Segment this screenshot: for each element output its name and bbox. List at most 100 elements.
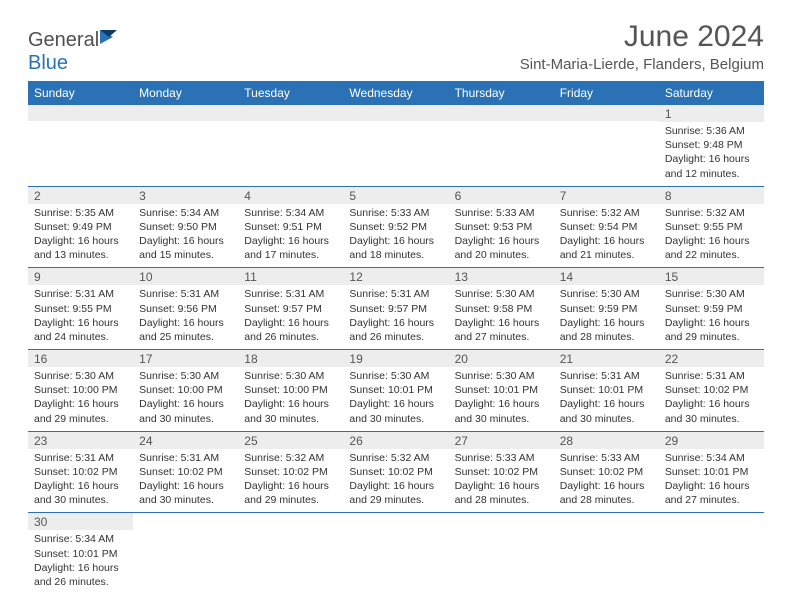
day-cell: 27 Sunrise: 5:33 AMSunset: 10:02 PMDaylig… (449, 431, 554, 513)
sun-info: Sunrise: 5:30 AMSunset: 10:00 PMDaylight… (139, 369, 232, 426)
day-cell: 4Sunrise: 5:34 AMSunset: 9:51 PMDaylight… (238, 186, 343, 268)
day-cell: 29Sunrise: 5:34 AMSunset: 10:01 PMDaylig… (659, 431, 764, 513)
sun-info: Sunrise: 5:33 AMSunset: 9:53 PMDaylight:… (455, 206, 548, 263)
day-number: 4 (238, 187, 343, 204)
sun-info: Sunrise: 5:31 AMSunset: 9:56 PMDaylight:… (139, 287, 232, 344)
day-number: 26 (343, 432, 448, 449)
day-cell: 2 Sunrise: 5:35 AMSunset: 9:49 PMDaylight… (28, 186, 133, 268)
weekday-header: Wednesday (343, 81, 448, 105)
day-cell: 13Sunrise: 5:30 AMSunset: 9:58 PMDayligh… (449, 268, 554, 350)
day-cell: 14 Sunrise: 5:30 AMSunset: 9:59 PMDayligh… (554, 268, 659, 350)
empty-cell (133, 105, 238, 186)
day-number: 12 (343, 268, 448, 285)
day-cell: 25 Sunrise: 5:32 AMSunset: 10:02 PMDaylig… (238, 431, 343, 513)
calendar-row: 16Sunrise: 5:30 AMSunset: 10:00 PMDaylig… (28, 350, 764, 432)
day-number: 9 (28, 268, 133, 285)
day-cell: 23Sunrise: 5:31 AMSunset: 10:02 PMDaylig… (28, 431, 133, 513)
empty-cell (133, 513, 238, 594)
calendar-row: 23 Sunrise: 5:31 AMSunset: 10:02 PMDaylig… (28, 431, 764, 513)
sun-info: Sunrise: 5:31 AMSunset: 9:55 PMDaylight:… (34, 287, 127, 344)
day-number: 7 (554, 187, 659, 204)
day-cell: 6 Sunrise: 5:33 AMSunset: 9:53 PMDaylight… (449, 186, 554, 268)
sun-info: Sunrise: 5:35 AMSunset: 9:49 PMDaylight:… (34, 206, 127, 263)
day-number: 3 (133, 187, 238, 204)
day-number: 21 (554, 350, 659, 367)
month-title: June 2024 (520, 20, 764, 54)
sun-info: Sunrise: 5:32 AMSunset: 9:55 PMDaylight:… (665, 206, 758, 263)
day-cell: 10Sunrise: 5:31 AMSunset: 9:56 PMDayligh… (133, 268, 238, 350)
day-cell: 5Sunrise: 5:33 AMSunset: 9:52 PMDaylight… (343, 186, 448, 268)
logo-text-blue: Blue (28, 52, 68, 74)
weekday-header: Saturday (659, 81, 764, 105)
sun-info: Sunrise: 5:33 AMSunset: 9:52 PMDaylight:… (349, 206, 442, 263)
empty-cell (554, 513, 659, 594)
weekday-header: Friday (554, 81, 659, 105)
sun-info: Sunrise: 5:33 AMSunset: 10:02 PMDaylight… (560, 451, 653, 508)
weekday-header: Thursday (449, 81, 554, 105)
sun-info: Sunrise: 5:36 AMSunset: 9:48 PMDaylight:… (665, 124, 758, 181)
empty-cell (28, 105, 133, 186)
day-number: 6 (449, 187, 554, 204)
day-number: 27 (449, 432, 554, 449)
day-number: 30 (28, 513, 133, 530)
day-number: 25 (238, 432, 343, 449)
day-cell: 3 Sunrise: 5:34 AMSunset: 9:50 PMDaylight… (133, 186, 238, 268)
sun-info: Sunrise: 5:34 AMSunset: 10:01 PMDaylight… (34, 532, 127, 589)
day-cell: 12Sunrise: 5:31 AMSunset: 9:57 PMDayligh… (343, 268, 448, 350)
day-number: 8 (659, 187, 764, 204)
logo-flag-icon (99, 28, 121, 46)
day-cell: 28 Sunrise: 5:33 AMSunset: 10:02 PMDaylig… (554, 431, 659, 513)
day-number: 28 (554, 432, 659, 449)
sun-info: Sunrise: 5:30 AMSunset: 10:01 PMDaylight… (455, 369, 548, 426)
day-number: 13 (449, 268, 554, 285)
day-number: 24 (133, 432, 238, 449)
empty-cell (343, 513, 448, 594)
sun-info: Sunrise: 5:32 AMSunset: 10:02 PMDaylight… (349, 451, 442, 508)
sun-info: Sunrise: 5:34 AMSunset: 9:50 PMDaylight:… (139, 206, 232, 263)
empty-cell (238, 513, 343, 594)
day-number: 1 (659, 105, 764, 122)
day-cell: 30 Sunrise: 5:34 AMSunset: 10:01 PMDaylig… (28, 513, 133, 594)
day-number: 23 (28, 432, 133, 449)
day-cell: 7Sunrise: 5:32 AMSunset: 9:54 PMDaylight… (554, 186, 659, 268)
day-cell: 11Sunrise: 5:31 AMSunset: 9:57 PMDayligh… (238, 268, 343, 350)
sun-info: Sunrise: 5:31 AMSunset: 10:02 PMDaylight… (139, 451, 232, 508)
header: GeneralBlue June 2024 Sint-Maria-Lierde,… (28, 20, 764, 75)
day-cell: 16Sunrise: 5:30 AMSunset: 10:00 PMDaylig… (28, 350, 133, 432)
day-cell: 26 Sunrise: 5:32 AMSunset: 10:02 PMDaylig… (343, 431, 448, 513)
sun-info: Sunrise: 5:30 AMSunset: 10:00 PMDaylight… (34, 369, 127, 426)
location: Sint-Maria-Lierde, Flanders, Belgium (520, 56, 764, 73)
empty-cell (449, 513, 554, 594)
day-number: 2 (28, 187, 133, 204)
sun-info: Sunrise: 5:30 AMSunset: 10:00 PMDaylight… (244, 369, 337, 426)
calendar-row: 1 Sunrise: 5:36 AMSunset: 9:48 PMDaylight… (28, 105, 764, 186)
day-number: 14 (554, 268, 659, 285)
day-cell: 8 Sunrise: 5:32 AMSunset: 9:55 PMDaylight… (659, 186, 764, 268)
sun-info: Sunrise: 5:30 AMSunset: 9:59 PMDaylight:… (560, 287, 653, 344)
logo: GeneralBlue (28, 28, 121, 75)
empty-cell (238, 105, 343, 186)
sun-info: Sunrise: 5:32 AMSunset: 10:02 PMDaylight… (244, 451, 337, 508)
empty-cell (343, 105, 448, 186)
empty-cell (554, 105, 659, 186)
day-cell: 21Sunrise: 5:31 AMSunset: 10:01 PMDaylig… (554, 350, 659, 432)
day-cell: 22 Sunrise: 5:31 AMSunset: 10:02 PMDaylig… (659, 350, 764, 432)
sun-info: Sunrise: 5:33 AMSunset: 10:02 PMDaylight… (455, 451, 548, 508)
day-number: 22 (659, 350, 764, 367)
day-cell: 9 Sunrise: 5:31 AMSunset: 9:55 PMDaylight… (28, 268, 133, 350)
day-cell: 18 Sunrise: 5:30 AMSunset: 10:00 PMDaylig… (238, 350, 343, 432)
day-cell: 17Sunrise: 5:30 AMSunset: 10:00 PMDaylig… (133, 350, 238, 432)
title-block: June 2024 Sint-Maria-Lierde, Flanders, B… (520, 20, 764, 73)
day-cell: 1 Sunrise: 5:36 AMSunset: 9:48 PMDaylight… (659, 105, 764, 186)
weekday-header: Tuesday (238, 81, 343, 105)
calendar-row: 30 Sunrise: 5:34 AMSunset: 10:01 PMDaylig… (28, 513, 764, 594)
empty-cell (449, 105, 554, 186)
day-number: 20 (449, 350, 554, 367)
weekday-header: Monday (133, 81, 238, 105)
sun-info: Sunrise: 5:30 AMSunset: 9:59 PMDaylight:… (665, 287, 758, 344)
weekday-header-row: Sunday Monday Tuesday Wednesday Thursday… (28, 81, 764, 105)
sun-info: Sunrise: 5:31 AMSunset: 10:02 PMDaylight… (665, 369, 758, 426)
day-number: 18 (238, 350, 343, 367)
logo-text-general: General (28, 29, 99, 51)
day-number: 29 (659, 432, 764, 449)
